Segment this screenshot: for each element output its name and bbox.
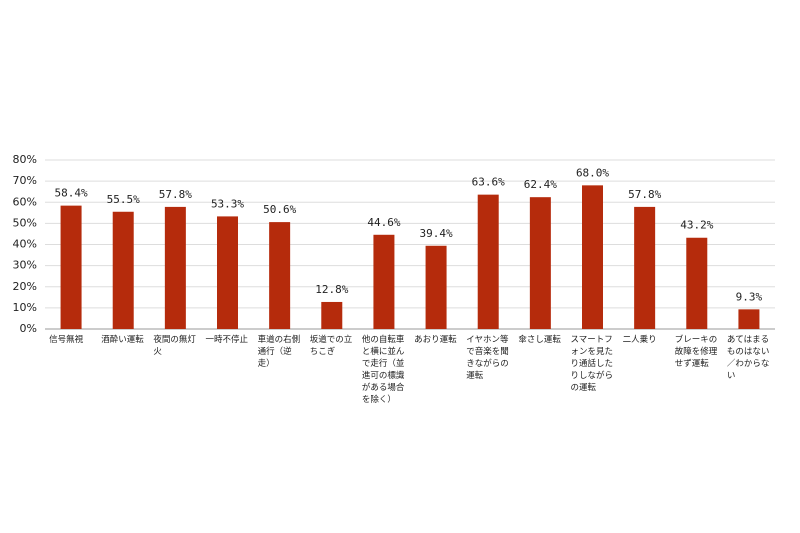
x-tick-label: 夜間の無灯火 <box>153 335 196 357</box>
bar <box>425 245 447 329</box>
x-tick-label: 信号無視 <box>49 335 84 345</box>
bar <box>217 216 238 329</box>
bar <box>321 301 343 329</box>
y-tick-label: 30% <box>13 259 37 272</box>
value-label: 63.6% <box>472 176 505 189</box>
x-tick-label: 車道の右側通行（逆走） <box>257 335 301 369</box>
value-label: 55.5% <box>107 193 140 206</box>
value-label: 39.4% <box>420 227 453 240</box>
value-label: 68.0% <box>576 166 609 179</box>
y-tick-label: 40% <box>13 238 37 251</box>
y-tick-label: 70% <box>13 174 37 187</box>
value-label: 44.6% <box>367 216 400 229</box>
bar <box>60 205 82 329</box>
x-tick-label: 酒酔い運転 <box>101 335 144 345</box>
bar <box>269 222 291 329</box>
x-tick-label: あてはまるものはない／わからない <box>726 335 770 381</box>
x-tick-label: 二人乗り <box>622 335 657 345</box>
y-tick-label: 60% <box>13 195 37 208</box>
value-label: 57.8% <box>628 188 661 201</box>
value-label: 62.4% <box>524 178 557 191</box>
bar <box>686 237 708 329</box>
value-label: 9.3% <box>736 290 763 303</box>
x-tick-label: スマートフォンを見たり通話したりしながらの運転 <box>570 335 614 393</box>
x-tick-label: イヤホン等で音楽を聞きながらの運転 <box>466 335 509 381</box>
x-tick-label: あおり運転 <box>414 335 457 345</box>
value-label: 43.2% <box>680 219 713 232</box>
x-tick-label: 一時不停止 <box>205 335 249 345</box>
y-tick-label: 80% <box>13 153 37 166</box>
bar <box>738 309 760 329</box>
bar <box>164 206 186 329</box>
x-tick-label: 他の自転車と横に並んで走行（並進可の標識がある場合を除く） <box>361 335 405 405</box>
bar <box>529 197 551 329</box>
value-label: 50.6% <box>263 203 296 216</box>
x-tick-label: ブレーキの故障を修理せず運転 <box>674 335 718 369</box>
y-tick-label: 20% <box>13 280 37 293</box>
y-tick-label: 0% <box>20 322 37 335</box>
value-label: 57.8% <box>159 188 192 201</box>
y-tick-label: 10% <box>13 301 37 314</box>
value-label: 12.8% <box>315 283 348 296</box>
bar <box>582 185 603 329</box>
bar <box>373 234 395 329</box>
bar <box>112 211 134 329</box>
x-tick-label: 坂道での立ちこぎ <box>309 335 353 357</box>
x-tick-label: 傘さし運転 <box>518 335 561 345</box>
value-label: 53.3% <box>211 197 244 210</box>
bar <box>634 206 656 329</box>
value-label: 58.4% <box>55 187 88 200</box>
y-tick-label: 50% <box>13 216 37 229</box>
bar <box>477 194 499 329</box>
